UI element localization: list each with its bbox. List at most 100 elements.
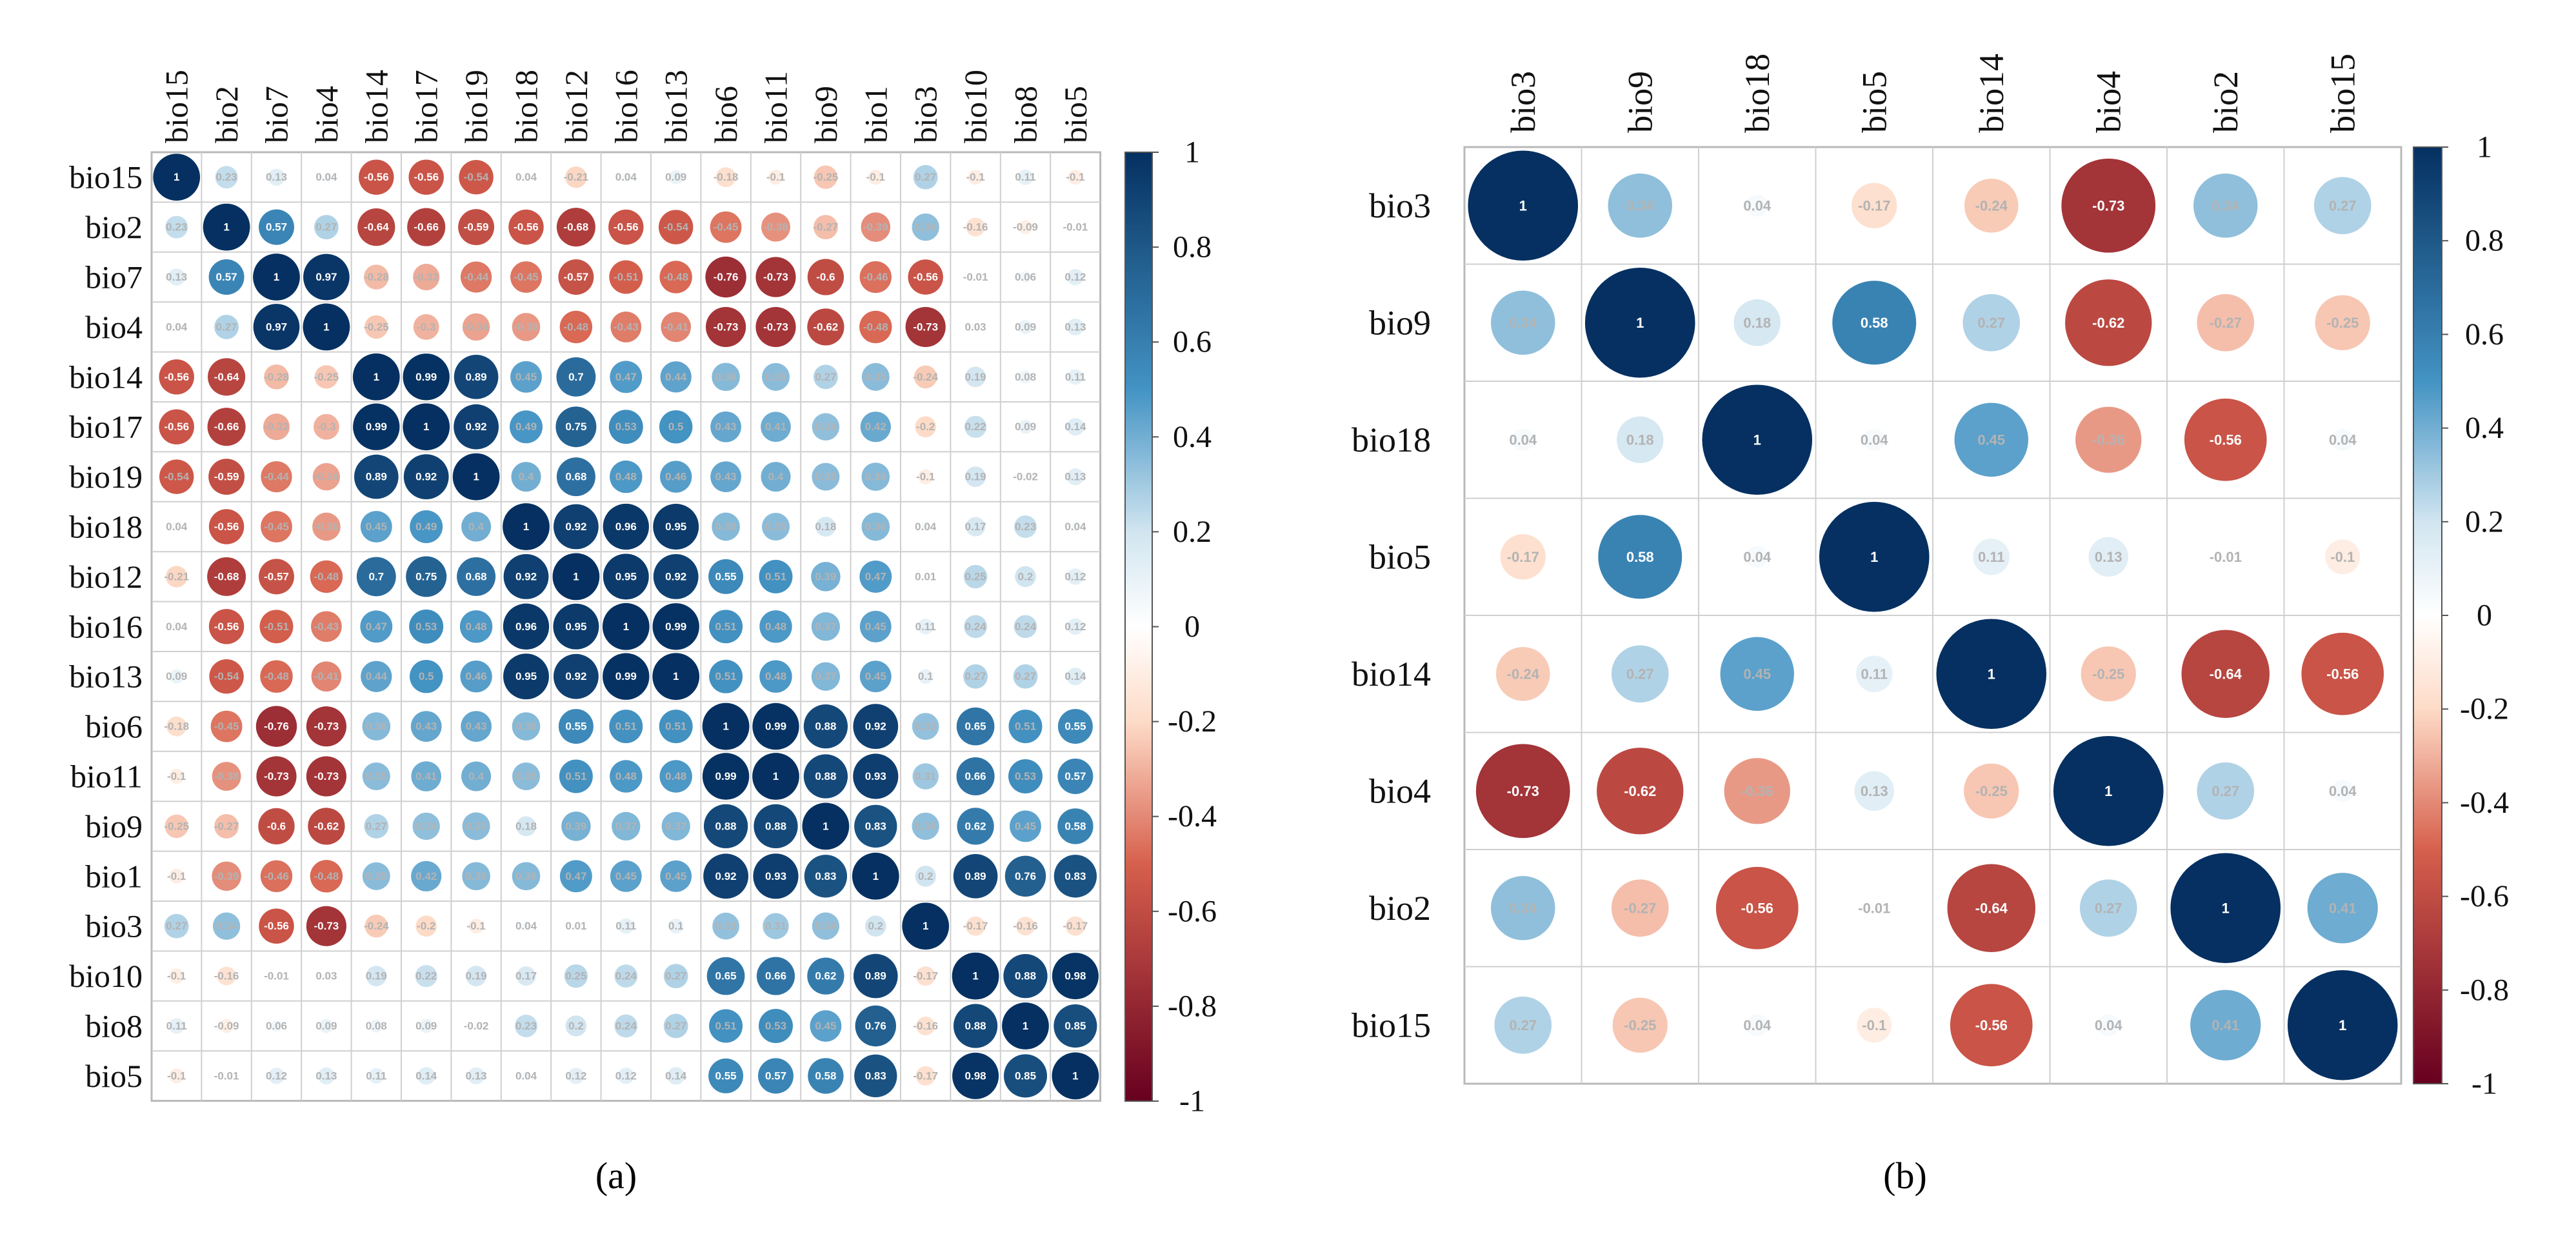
- correlation-circle: [855, 1005, 897, 1047]
- correlation-circle: [803, 754, 848, 799]
- correlation-circle: [321, 172, 332, 182]
- correlation-value: 0.83: [1064, 870, 1086, 882]
- correlation-value: -0.6: [267, 820, 286, 832]
- correlation-circle: [408, 159, 444, 195]
- correlation-circle: [411, 761, 441, 791]
- correlation-value: 0.04: [915, 521, 937, 533]
- correlation-circle: [467, 1067, 485, 1085]
- correlation-value: 0.27: [2329, 197, 2357, 214]
- correlation-circle: [503, 503, 550, 550]
- correlation-circle: [1067, 568, 1084, 585]
- correlation-value: -0.73: [1507, 783, 1539, 799]
- correlation-circle: [554, 504, 599, 550]
- correlation-value: 0.99: [615, 670, 637, 682]
- correlation-value: 0.37: [815, 621, 836, 633]
- correlation-circle: [1962, 294, 2021, 352]
- correlation-value: 0.04: [1743, 549, 1772, 565]
- correlation-value: -0.25: [364, 321, 389, 333]
- correlation-circle: [555, 406, 597, 448]
- correlation-circle: [912, 812, 939, 841]
- correlation-value: 0.41: [2329, 900, 2357, 916]
- correlation-value: 0.48: [765, 670, 786, 682]
- correlation-value: 1: [473, 471, 479, 483]
- correlation-circle: [2065, 279, 2152, 366]
- correlation-value: -0.32: [264, 421, 289, 433]
- correlation-value: 0.88: [815, 770, 836, 782]
- correlation-value: 0.11: [1065, 371, 1086, 383]
- correlation-value: 0.18: [1743, 315, 1771, 331]
- correlation-value: 0.36: [466, 870, 487, 882]
- correlation-value: 0.36: [865, 521, 886, 533]
- correlation-value: 0.2: [868, 920, 883, 932]
- correlation-value: 0.55: [715, 570, 737, 582]
- correlation-circle: [912, 763, 939, 790]
- correlation-circle: [208, 259, 245, 295]
- correlation-value: 1: [2339, 1017, 2346, 1033]
- correlation-value: 0.97: [266, 321, 287, 333]
- correlation-value: -0.24: [913, 371, 938, 383]
- correlation-value: 0.04: [515, 920, 537, 932]
- correlation-value: 0.57: [1064, 770, 1086, 782]
- correlation-circle: [207, 408, 246, 446]
- correlation-circle: [214, 813, 239, 839]
- correlation-circle: [715, 167, 736, 188]
- correlation-circle: [2053, 735, 2164, 846]
- correlation-circle: [1720, 637, 1794, 711]
- correlation-circle: [660, 361, 692, 393]
- correlation-value: 0.19: [466, 970, 487, 982]
- correlation-circle: [915, 866, 936, 887]
- correlation-circle: [811, 662, 841, 691]
- correlation-value: 0.35: [815, 471, 836, 483]
- correlation-circle: [957, 808, 994, 845]
- correlation-circle: [503, 653, 549, 700]
- correlation-circle: [510, 261, 542, 293]
- correlation-value: 1: [1519, 197, 1527, 214]
- correlation-value: 0.13: [1064, 321, 1086, 333]
- correlation-value: -0.56: [214, 621, 239, 633]
- correlation-value: -0.24: [1975, 197, 2008, 214]
- correlation-value: -0.73: [763, 321, 788, 333]
- row-label: bio2: [1369, 889, 1431, 928]
- correlation-circle: [1013, 615, 1037, 639]
- correlation-circle: [653, 504, 699, 550]
- correlation-value: 0.27: [315, 221, 337, 234]
- correlation-value: -0.17: [913, 970, 938, 982]
- correlation-circle: [712, 363, 740, 392]
- correlation-circle: [617, 1068, 634, 1084]
- correlation-circle: [803, 704, 848, 749]
- correlation-value: -0.34: [314, 471, 339, 483]
- row-label: bio6: [85, 708, 143, 744]
- correlation-value: -0.36: [1741, 783, 1773, 799]
- correlation-circle: [861, 512, 890, 541]
- correlation-circle: [168, 268, 185, 286]
- correlation-value: -0.2: [916, 421, 935, 433]
- correlation-circle: [661, 811, 690, 841]
- correlation-value: 0.04: [615, 171, 637, 183]
- correlation-value: 0.51: [765, 570, 786, 582]
- correlation-value: 0.44: [665, 371, 687, 383]
- correlation-value: 0.51: [665, 721, 686, 733]
- correlation-value: -0.27: [214, 820, 239, 832]
- correlation-value: 0.36: [366, 721, 387, 733]
- correlation-value: -0.1: [966, 171, 984, 183]
- correlation-value: 0.11: [1015, 171, 1035, 183]
- correlation-circle: [1819, 501, 1930, 612]
- correlation-circle: [461, 512, 492, 542]
- correlation-value: 0.27: [665, 970, 686, 982]
- colorbar: [1124, 152, 1153, 1102]
- correlation-value: -0.48: [663, 271, 688, 283]
- correlation-value: -0.18: [164, 721, 189, 733]
- correlation-circle: [407, 208, 446, 246]
- correlation-value: -0.56: [164, 421, 189, 433]
- correlation-value: 1: [623, 621, 629, 633]
- correlation-circle: [914, 365, 937, 389]
- correlation-circle: [905, 306, 946, 347]
- correlation-circle: [212, 762, 241, 791]
- correlation-circle: [614, 964, 638, 988]
- column-label: bio18: [508, 70, 544, 143]
- correlation-value: -0.56: [214, 521, 239, 533]
- correlation-circle: [1067, 268, 1084, 286]
- correlation-value: 0.34: [1626, 197, 1655, 214]
- colorbar-tick-label: 1: [2477, 130, 2492, 164]
- correlation-circle: [2331, 428, 2354, 451]
